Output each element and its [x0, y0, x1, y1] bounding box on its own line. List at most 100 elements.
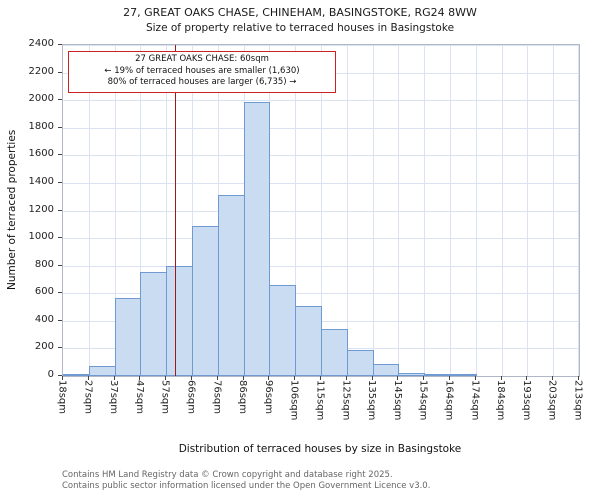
histogram-bar — [398, 372, 426, 376]
x-tick-mark — [243, 376, 244, 380]
gridline-vertical — [553, 45, 554, 376]
x-tick-mark — [552, 376, 553, 380]
x-tick-label: 154sqm — [417, 380, 429, 421]
gridline-vertical — [502, 45, 503, 376]
histogram-bar — [269, 284, 297, 376]
annotation-line-3: 80% of terraced houses are larger (6,735… — [107, 77, 297, 87]
histogram-bar — [217, 195, 245, 376]
gridline-vertical — [192, 45, 193, 376]
gridline-vertical — [89, 45, 90, 376]
y-tick-mark — [58, 210, 62, 211]
x-tick-mark — [217, 376, 218, 380]
x-tick-mark — [372, 376, 373, 380]
y-tick-mark — [58, 99, 62, 100]
x-axis-label: Distribution of terraced houses by size … — [178, 443, 462, 455]
x-tick-mark — [526, 376, 527, 380]
y-tick-label: 600 — [34, 286, 54, 298]
x-tick-mark — [62, 376, 63, 380]
y-tick-label: 200 — [34, 341, 54, 353]
x-tick-mark — [320, 376, 321, 380]
gridline-vertical — [140, 45, 141, 376]
x-tick-label: 47sqm — [133, 380, 145, 415]
x-tick-label: 184sqm — [495, 380, 507, 421]
y-tick-mark — [58, 182, 62, 183]
histogram-bar — [346, 349, 374, 376]
y-tick-mark — [58, 375, 62, 376]
y-tick-label: 1600 — [28, 148, 54, 160]
footer-attribution-1: Contains HM Land Registry data © Crown c… — [62, 470, 393, 480]
x-tick-label: 66sqm — [185, 380, 197, 415]
gridline-vertical — [476, 45, 477, 376]
x-tick-mark — [423, 376, 424, 380]
x-tick-label: 174sqm — [469, 380, 481, 421]
y-tick-label: 800 — [34, 258, 54, 270]
x-tick-label: 18sqm — [56, 380, 68, 415]
gridline-vertical — [398, 45, 399, 376]
x-tick-mark — [114, 376, 115, 380]
histogram-bar — [114, 298, 142, 376]
gridline-vertical — [115, 45, 116, 376]
x-tick-label: 115sqm — [314, 380, 326, 421]
y-tick-mark — [58, 127, 62, 128]
footer-attribution-2: Contains public sector information licen… — [62, 481, 431, 491]
histogram-bar — [63, 374, 90, 376]
x-tick-mark — [578, 376, 579, 380]
y-tick-label: 2000 — [28, 93, 54, 105]
x-tick-mark — [191, 376, 192, 380]
x-tick-mark — [346, 376, 347, 380]
y-tick-mark — [58, 44, 62, 45]
annotation-line-2: ← 19% of terraced houses are smaller (1,… — [104, 65, 300, 76]
histogram-bar — [192, 225, 219, 376]
x-tick-mark — [475, 376, 476, 380]
x-tick-label: 135sqm — [366, 380, 378, 421]
y-tick-mark — [58, 265, 62, 266]
gridline-vertical — [166, 45, 167, 376]
y-tick-mark — [58, 320, 62, 321]
x-tick-label: 203sqm — [546, 380, 558, 421]
x-tick-label: 76sqm — [211, 380, 223, 415]
histogram-bar — [424, 374, 451, 376]
y-tick-label: 1400 — [28, 175, 54, 187]
gridline-vertical — [424, 45, 425, 376]
y-tick-label: 400 — [34, 313, 54, 325]
gridline-vertical — [527, 45, 528, 376]
property-size-marker-line — [174, 45, 177, 376]
gridline-vertical — [347, 45, 348, 376]
gridline-vertical — [295, 45, 296, 376]
x-tick-mark — [139, 376, 140, 380]
y-tick-mark — [58, 237, 62, 238]
x-tick-mark — [88, 376, 89, 380]
histogram-bar — [321, 329, 348, 376]
annotation-line-1: 27 GREAT OAKS CHASE: 60sqm — [135, 54, 269, 64]
gridline-vertical — [321, 45, 322, 376]
y-tick-mark — [58, 347, 62, 348]
x-tick-mark — [294, 376, 295, 380]
x-tick-label: 106sqm — [288, 380, 300, 421]
chart-subtitle: Size of property relative to terraced ho… — [145, 22, 455, 34]
gridline-vertical — [450, 45, 451, 376]
x-tick-label: 27sqm — [82, 380, 94, 415]
x-tick-label: 125sqm — [340, 380, 352, 421]
chart-title: 27, GREAT OAKS CHASE, CHINEHAM, BASINGST… — [123, 6, 477, 19]
x-tick-mark — [501, 376, 502, 380]
x-tick-label: 193sqm — [520, 380, 532, 421]
x-tick-label: 57sqm — [159, 380, 171, 415]
x-tick-label: 37sqm — [108, 380, 120, 415]
histogram-bar — [243, 101, 271, 376]
y-tick-label: 2200 — [28, 65, 54, 77]
plot-area — [62, 44, 580, 377]
x-tick-mark — [165, 376, 166, 380]
histogram-bar — [295, 305, 322, 376]
histogram-bar — [166, 265, 193, 376]
x-tick-label: 96sqm — [262, 380, 274, 415]
y-tick-mark — [58, 154, 62, 155]
y-tick-mark — [58, 72, 62, 73]
y-tick-label: 1800 — [28, 120, 54, 132]
y-tick-mark — [58, 292, 62, 293]
histogram-bar — [140, 271, 168, 376]
gridline-vertical — [373, 45, 374, 376]
y-tick-label: 1200 — [28, 203, 54, 215]
x-tick-mark — [268, 376, 269, 380]
x-tick-label: 86sqm — [237, 380, 249, 415]
